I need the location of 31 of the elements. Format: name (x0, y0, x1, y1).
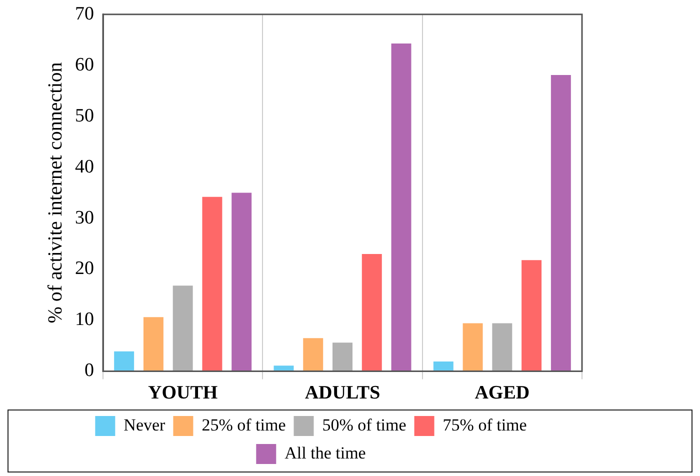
x-tick-label: AGED (474, 382, 530, 404)
bar (114, 351, 134, 372)
legend-label: 75% of time (442, 415, 527, 434)
bar (522, 260, 542, 372)
bar (462, 323, 483, 372)
y-tick-label: 70 (75, 3, 94, 24)
legend-label: Never (124, 415, 166, 434)
bar (362, 254, 382, 372)
x-tick-label: YOUTH (148, 382, 218, 404)
bar (550, 75, 571, 372)
bar (332, 342, 352, 372)
y-tick-label: 30 (75, 207, 94, 228)
bar (172, 286, 193, 372)
y-tick-label: 10 (75, 309, 94, 330)
x-tick-label: ADULTS (304, 382, 380, 404)
y-tick-label: 60 (75, 54, 94, 76)
bar (433, 362, 454, 372)
y-tick-label: 0 (84, 360, 94, 382)
legend-label: 25% of time (202, 415, 286, 434)
bar (232, 192, 252, 372)
legend-label: All the time (284, 443, 366, 462)
bar (391, 43, 412, 372)
y-axis-title: % of activite internet connection (44, 62, 66, 324)
y-tick-label: 50 (75, 105, 94, 126)
y-tick-label: 20 (75, 258, 94, 280)
legend-label: 50% of time (322, 415, 406, 434)
bar (303, 338, 324, 372)
bar (202, 196, 222, 372)
bar (143, 317, 164, 372)
y-tick-label: 40 (75, 156, 94, 178)
bar (492, 323, 512, 372)
